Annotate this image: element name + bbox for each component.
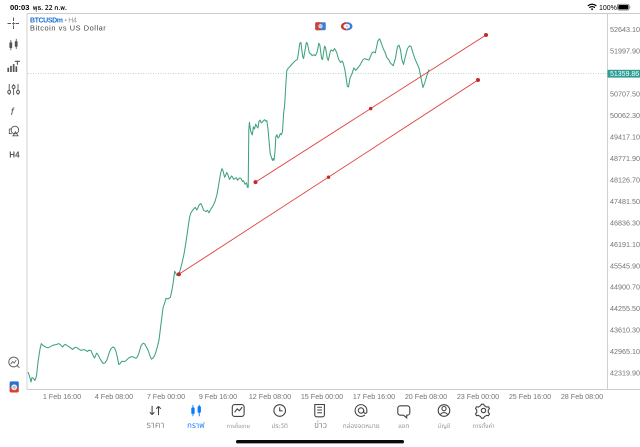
svg-text:49417.10: 49417.10: [610, 132, 640, 141]
svg-text:100%: 100%: [599, 5, 617, 12]
svg-text:50707.50: 50707.50: [610, 90, 640, 99]
svg-text:28 Feb 08:00: 28 Feb 08:00: [561, 392, 603, 401]
svg-text:47481.50: 47481.50: [610, 197, 640, 206]
svg-text:H4: H4: [68, 18, 77, 25]
svg-text:51997.90: 51997.90: [610, 47, 640, 56]
svg-text:Bitcoin vs US Dollar: Bitcoin vs US Dollar: [30, 24, 106, 33]
svg-text:25 Feb 16:00: 25 Feb 16:00: [509, 392, 551, 401]
svg-text:43610.30: 43610.30: [610, 326, 640, 335]
svg-text:f: f: [11, 106, 15, 118]
svg-text:46191.10: 46191.10: [610, 240, 640, 249]
svg-text:45545.90: 45545.90: [610, 261, 640, 270]
svg-text:4 Feb 08:00: 4 Feb 08:00: [95, 392, 133, 401]
svg-text:15 Feb 00:00: 15 Feb 00:00: [301, 392, 343, 401]
svg-text:00:03: 00:03: [10, 3, 29, 12]
svg-text:51359.86: 51359.86: [610, 71, 639, 78]
svg-text:•: •: [65, 17, 68, 24]
svg-text:46836.30: 46836.30: [610, 218, 640, 227]
svg-text:52643.10: 52643.10: [610, 25, 640, 34]
svg-text:48126.70: 48126.70: [610, 175, 640, 184]
svg-text:50062.30: 50062.30: [610, 111, 640, 120]
svg-text:20 Feb 08:00: 20 Feb 08:00: [405, 392, 447, 401]
svg-text:7 Feb 00:00: 7 Feb 00:00: [147, 392, 185, 401]
svg-text:17 Feb 16:00: 17 Feb 16:00: [353, 392, 395, 401]
svg-text:9 Feb 16:00: 9 Feb 16:00: [199, 392, 237, 401]
svg-text:12 Feb 08:00: 12 Feb 08:00: [249, 392, 291, 401]
svg-text:48771.90: 48771.90: [610, 154, 640, 163]
svg-text:44255.50: 44255.50: [610, 304, 640, 313]
svg-text:1 Feb 16:00: 1 Feb 16:00: [43, 392, 81, 401]
svg-text:23 Feb 00:00: 23 Feb 00:00: [457, 392, 499, 401]
svg-text:44900.70: 44900.70: [610, 283, 640, 292]
svg-text:H4: H4: [9, 151, 20, 160]
svg-text:BTCUSDm: BTCUSDm: [30, 18, 63, 25]
svg-text:42965.10: 42965.10: [610, 347, 640, 356]
svg-text:42319.90: 42319.90: [610, 369, 640, 378]
